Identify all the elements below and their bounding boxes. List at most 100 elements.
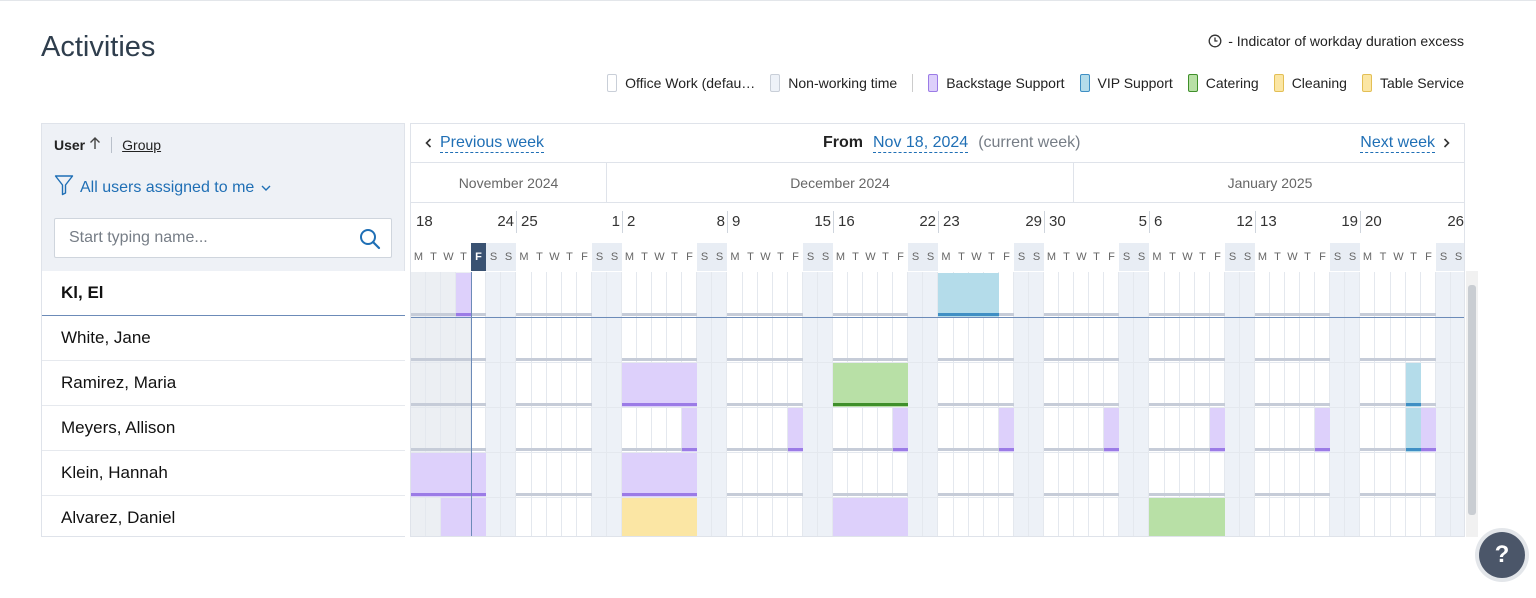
sort-by-user-button[interactable]: User [54, 136, 101, 153]
month-january: January 2025 [1227, 175, 1313, 191]
activity-block[interactable] [1104, 408, 1119, 452]
activity-bar [938, 313, 999, 316]
activity-block[interactable] [441, 498, 486, 536]
workload-baseline [1360, 493, 1375, 496]
row-divider [411, 407, 1464, 408]
user-search-field[interactable] [54, 218, 392, 258]
legend-swatch [1361, 74, 1372, 92]
day-column [908, 272, 923, 536]
workload-baseline [727, 493, 743, 496]
activity-block[interactable] [833, 498, 908, 536]
workload-baseline [1180, 493, 1195, 496]
activity-block[interactable] [622, 498, 697, 536]
activity-bar [1104, 448, 1119, 451]
chevron-down-icon [260, 179, 272, 197]
workload-baseline [577, 493, 592, 496]
day-column [818, 272, 833, 536]
workload-baseline [833, 313, 848, 316]
help-button[interactable]: ? [1479, 532, 1525, 578]
activity-block[interactable] [1406, 363, 1421, 407]
workload-baseline [1165, 403, 1180, 406]
workload-baseline [426, 448, 441, 451]
activity-block[interactable] [938, 273, 999, 317]
workload-baseline [456, 403, 471, 406]
activity-block[interactable] [833, 363, 908, 407]
activity-bar [1421, 448, 1436, 451]
workload-baseline [532, 403, 547, 406]
user-name: Meyers, Allison [61, 418, 176, 437]
workload-baseline [938, 493, 954, 496]
legend-item-backstage-support: Backstage Support [928, 74, 1065, 92]
workload-baseline [999, 403, 1014, 406]
user-row-current[interactable]: Kl, El [42, 271, 405, 316]
activity-block[interactable] [893, 408, 908, 452]
weekday-label: T [641, 251, 648, 263]
activity-bar [1406, 403, 1421, 406]
activity-block[interactable] [999, 408, 1014, 452]
activity-block[interactable] [411, 453, 486, 497]
weekday-label: W [1182, 251, 1193, 263]
weekday-label: F [792, 251, 799, 263]
workload-baseline [637, 448, 652, 451]
user-filter-dropdown[interactable]: All users assigned to me [54, 174, 272, 201]
legend-label: Catering [1205, 75, 1259, 91]
workload-baseline [758, 403, 773, 406]
workload-baseline [984, 448, 999, 451]
workload-baseline [1210, 403, 1225, 406]
user-row[interactable]: Meyers, Allison [42, 406, 405, 451]
weekday-label: S [1029, 243, 1044, 271]
activity-block[interactable] [682, 408, 697, 452]
activity-block[interactable] [456, 273, 471, 317]
vertical-scrollbar[interactable] [1466, 271, 1478, 537]
workload-baseline [1300, 403, 1315, 406]
activity-block[interactable] [622, 363, 697, 407]
workload-baseline [1044, 448, 1059, 451]
scrollbar-thumb[interactable] [1468, 285, 1476, 515]
workload-baseline [577, 313, 592, 316]
user-row[interactable]: Ramirez, Maria [42, 361, 405, 406]
workload-baseline [1180, 313, 1195, 316]
user-row[interactable]: Alvarez, Daniel [42, 496, 405, 536]
workload-baseline [1149, 358, 1165, 361]
user-row[interactable]: Klein, Hannah [42, 451, 405, 496]
workload-baseline [562, 403, 577, 406]
row-divider [411, 362, 1464, 363]
activity-block[interactable] [1421, 408, 1436, 452]
workload-baseline [954, 493, 969, 496]
activity-block[interactable] [1210, 408, 1225, 452]
filter-icon [54, 174, 74, 201]
next-week-link[interactable]: Next week [1360, 134, 1450, 153]
workload-baseline [411, 313, 426, 316]
weekday-label: S [1240, 243, 1255, 271]
search-icon[interactable] [359, 228, 381, 255]
day-number-header: 18 24 25 1 2 8 9 15 16 22 23 29 30 5 6 12 13 19 20 26 [411, 203, 1464, 243]
user-search-input[interactable] [69, 229, 349, 247]
workload-baseline [1285, 358, 1300, 361]
workload-baseline [758, 358, 773, 361]
workload-baseline [863, 448, 878, 451]
activity-bar [999, 448, 1014, 451]
weekday-label: F [471, 243, 486, 271]
workload-baseline [456, 358, 471, 361]
weekday-label: S [592, 243, 607, 271]
workload-baseline [743, 313, 758, 316]
workload-baseline [1360, 358, 1375, 361]
activity-block[interactable] [1149, 498, 1225, 536]
sort-by-group-link[interactable]: Group [122, 136, 162, 153]
workload-baseline [788, 358, 803, 361]
legend-swatch [770, 74, 781, 92]
activity-block[interactable] [1315, 408, 1330, 452]
week-start-date-picker[interactable]: Nov 18, 2024 [873, 134, 969, 153]
activity-block[interactable] [622, 453, 697, 497]
workload-baseline [562, 358, 577, 361]
day-number: 13 [1255, 211, 1277, 233]
user-row[interactable]: White, Jane [42, 316, 405, 361]
workload-baseline [1059, 358, 1074, 361]
activity-block[interactable] [1406, 408, 1421, 452]
activity-block[interactable] [788, 408, 803, 452]
day-number: 19 [1341, 213, 1358, 230]
weekday-label: M [1046, 251, 1057, 263]
workload-baseline [532, 358, 547, 361]
previous-week-link[interactable]: Previous week [425, 134, 545, 153]
workload-baseline [833, 448, 848, 451]
